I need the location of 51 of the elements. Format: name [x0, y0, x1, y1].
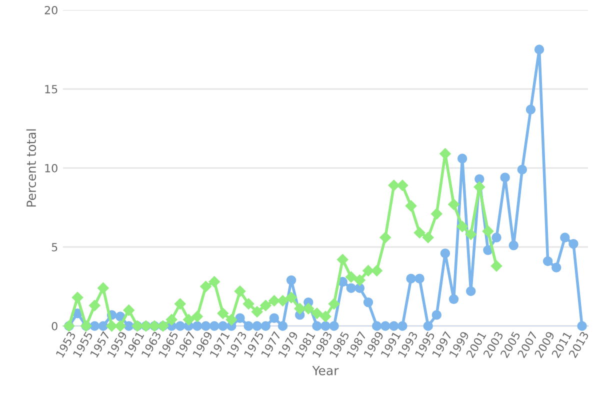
point [431, 208, 442, 220]
point [89, 300, 100, 312]
y-axis-title: Percent total [26, 129, 36, 207]
point [448, 198, 460, 210]
point [166, 314, 178, 326]
y-tick-label: 20 [44, 6, 58, 14]
point [346, 271, 357, 283]
point [311, 308, 323, 319]
point [192, 310, 203, 322]
point [440, 148, 451, 160]
point [380, 232, 391, 244]
x-axis-title: Year [312, 366, 339, 376]
point [354, 274, 366, 286]
point [183, 314, 194, 326]
point [123, 304, 134, 316]
point [422, 232, 434, 244]
point [328, 298, 340, 310]
point [302, 303, 314, 314]
point [336, 254, 348, 266]
point [371, 265, 382, 276]
point [268, 295, 280, 306]
point [490, 260, 502, 272]
point [217, 308, 228, 319]
point [200, 280, 212, 292]
y-tick-label: 15 [45, 85, 58, 94]
point [234, 286, 246, 297]
point [260, 300, 272, 312]
point [242, 298, 254, 310]
point [286, 292, 297, 304]
point [251, 306, 263, 318]
point [362, 265, 374, 276]
point [465, 228, 476, 240]
point [396, 180, 408, 191]
point [456, 220, 468, 232]
point [277, 295, 288, 306]
point [482, 226, 494, 237]
point [208, 276, 220, 288]
point [114, 320, 126, 332]
point [414, 227, 426, 238]
point [294, 303, 306, 314]
point [106, 320, 118, 332]
point [388, 180, 400, 191]
y-tick-label: 0 [52, 322, 58, 330]
point [98, 282, 109, 294]
point [174, 298, 186, 310]
y-tick-label: 10 [45, 164, 58, 172]
point [226, 314, 238, 326]
point [405, 200, 417, 212]
y-tick-label: 5 [52, 243, 58, 252]
point [320, 310, 332, 322]
point [72, 292, 84, 304]
